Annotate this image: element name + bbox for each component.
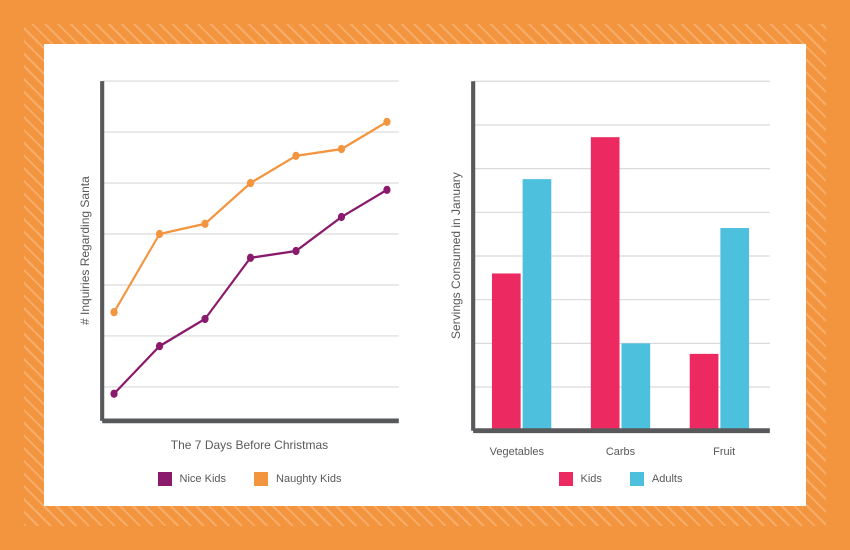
legend-label: Nice Kids [180,473,226,485]
bar-chart-area: Servings Consumed in January [445,74,776,438]
bar-chart-category-label: Fruit [672,446,776,458]
outer-frame: # Inquiries Regarding Santa The 7 Days B… [0,0,850,550]
legend-label: Kids [581,473,602,485]
line-chart-y-label: # Inquiries Regarding Santa [74,74,96,428]
legend-item: Adults [630,472,683,486]
legend-item: Kids [559,472,602,486]
legend-swatch [559,472,573,486]
legend-swatch [630,472,644,486]
legend-swatch [158,472,172,486]
bar-chart-svg [467,74,776,438]
bar-chart-block: Servings Consumed in January VegetablesC… [445,74,776,486]
legend-label: Naughty Kids [276,473,341,485]
bar-chart-y-label: Servings Consumed in January [445,74,467,438]
hatched-frame: # Inquiries Regarding Santa The 7 Days B… [24,24,826,526]
line-chart-legend: Nice Kids Naughty Kids [74,458,405,486]
legend-item: Nice Kids [158,472,226,486]
bar-chart-category-label: Vegetables [465,446,569,458]
inner-panel: # Inquiries Regarding Santa The 7 Days B… [44,44,806,506]
line-chart-area: # Inquiries Regarding Santa [74,74,405,428]
legend-swatch [254,472,268,486]
bar-chart-category-label: Carbs [569,446,673,458]
bar-chart-x-categories: VegetablesCarbsFruit [445,438,776,458]
legend-label: Adults [652,473,683,485]
line-chart-block: # Inquiries Regarding Santa The 7 Days B… [74,74,405,486]
legend-item: Naughty Kids [254,472,341,486]
line-chart-x-label: The 7 Days Before Christmas [74,428,405,458]
line-chart-svg [96,74,405,428]
line-chart-plot [96,74,405,428]
bar-chart-legend: Kids Adults [445,458,776,486]
bar-chart-plot [467,74,776,438]
